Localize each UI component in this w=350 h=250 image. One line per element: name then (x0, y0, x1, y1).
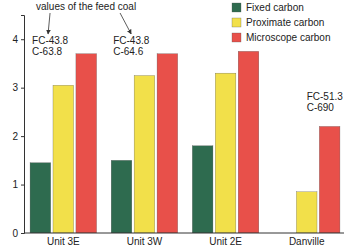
y-tick-label: 1 (12, 179, 18, 190)
y-tick-mark (21, 88, 24, 89)
x-axis: Unit 3E Unit 3W Unit 2E Danville (24, 233, 344, 247)
y-tick-mark (21, 185, 24, 186)
x-tick-label: Unit 2E (209, 236, 242, 247)
bar (30, 163, 51, 233)
annotation-arrow (48, 13, 50, 34)
annotation: values of the feed coal (36, 1, 136, 12)
legend-swatch (232, 33, 241, 42)
y-tick-label: 0 (12, 228, 18, 239)
legend-label: Fixed carbon (246, 2, 304, 13)
legend: Fixed carbon Proximate carbon Microscope c… (232, 2, 330, 43)
y-tick-mark (21, 39, 24, 40)
bar (192, 146, 213, 233)
y-tick-mark (21, 136, 24, 137)
annotation: FC-51.3 (307, 91, 344, 102)
bar (215, 73, 236, 233)
y-axis: 0 1 2 3 4 (12, 16, 24, 239)
annotation-arrow (120, 13, 131, 34)
y-tick: 4 (12, 34, 24, 45)
bar (296, 192, 317, 233)
bar (319, 126, 340, 233)
chart: 0 1 2 3 4 Unit 3E Unit 3W Unit 2E Danville Fixed … (0, 0, 350, 250)
y-tick-label: 3 (12, 82, 18, 93)
annotation: FC-43.8 (113, 35, 150, 46)
bar (157, 54, 178, 233)
bars (30, 51, 340, 233)
annotation: C-690 (307, 102, 335, 113)
bar (134, 76, 155, 233)
x-axis-line (24, 233, 344, 234)
annotation: C-64.6 (113, 46, 143, 57)
bar (53, 85, 74, 233)
x-tick-label: Unit 3E (47, 236, 80, 247)
legend-swatch (232, 18, 241, 27)
bar (76, 54, 97, 233)
bar (238, 51, 259, 233)
y-tick-label: 2 (12, 131, 18, 142)
x-tick-label: Unit 3W (127, 236, 163, 247)
y-tick: 2 (12, 131, 24, 142)
annotation: C-63.8 (32, 46, 62, 57)
legend-swatch (232, 3, 241, 12)
annotations: values of the feed coalFC-43.8C-63.8FC-4… (32, 1, 343, 113)
bar (111, 160, 132, 233)
x-tick: Unit 2E (209, 236, 242, 247)
y-tick-mark (21, 233, 24, 234)
x-tick: Unit 3W (127, 236, 163, 247)
y-tick: 3 (12, 82, 24, 93)
x-tick: Unit 3E (47, 236, 80, 247)
x-tick: Danville (289, 236, 325, 247)
y-axis-line (21, 16, 25, 234)
y-tick: 1 (12, 179, 24, 190)
y-tick-label: 4 (12, 34, 18, 45)
legend-label: Proximate carbon (246, 17, 324, 28)
annotation: FC-43.8 (32, 35, 69, 46)
y-tick: 0 (12, 228, 24, 239)
x-tick-label: Danville (289, 236, 325, 247)
legend-label: Microscope carbon (246, 32, 330, 43)
